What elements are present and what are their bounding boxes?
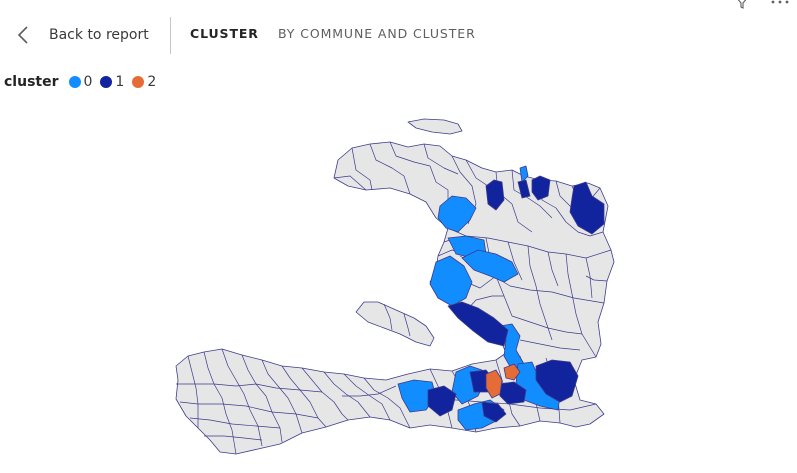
filter-icon[interactable] [735,0,749,9]
commune-cluster-1[interactable] [481,401,507,423]
back-to-report-button[interactable]: Back to report [14,20,149,50]
back-to-report-label: Back to report [49,27,149,43]
tab-cluster[interactable]: CLUSTER [190,26,259,41]
commune-cluster-1[interactable] [535,359,579,403]
commune-cluster-2[interactable] [503,363,521,381]
commune-cluster-1[interactable] [447,301,509,347]
chevron-left-icon [14,24,34,46]
header-divider [170,17,171,54]
legend-item-cluster-0[interactable]: 0 [68,74,93,90]
commune-cluster-1[interactable] [569,181,605,235]
commune-cluster-0[interactable] [429,255,473,307]
header-bar: Back to report CLUSTER BY COMMUNE AND CL… [0,0,797,68]
legend-swatch [100,76,113,88]
legend-item-cluster-1[interactable]: 1 [100,74,124,90]
commune-cluster-1[interactable] [517,179,531,199]
legend-item-cluster-2[interactable]: 2 [132,74,156,90]
commune-cluster-1[interactable] [485,179,505,211]
legend-swatch [132,76,145,88]
commune-cluster-0[interactable] [437,195,477,233]
commune-cluster-0[interactable] [519,165,529,183]
legend-label: 1 [115,74,125,90]
tab-by-commune-and-cluster[interactable]: BY COMMUNE AND CLUSTER [278,26,476,41]
tortuga-island-shape[interactable] [407,118,463,135]
commune-cluster-1[interactable] [531,175,551,201]
gonave-island-shape[interactable] [355,301,435,347]
more-options-icon[interactable] [769,0,791,4]
commune-cluster-2[interactable] [485,369,503,399]
legend-label: 0 [83,74,93,90]
legend-label: 2 [147,74,157,90]
commune-cluster-0[interactable] [461,249,519,283]
map-legend: cluster 0 1 2 [4,74,164,90]
legend-title: cluster [4,74,59,90]
commune-cluster-1[interactable] [427,385,457,417]
commune-cluster-1[interactable] [497,381,527,405]
legend-swatch [68,76,81,88]
